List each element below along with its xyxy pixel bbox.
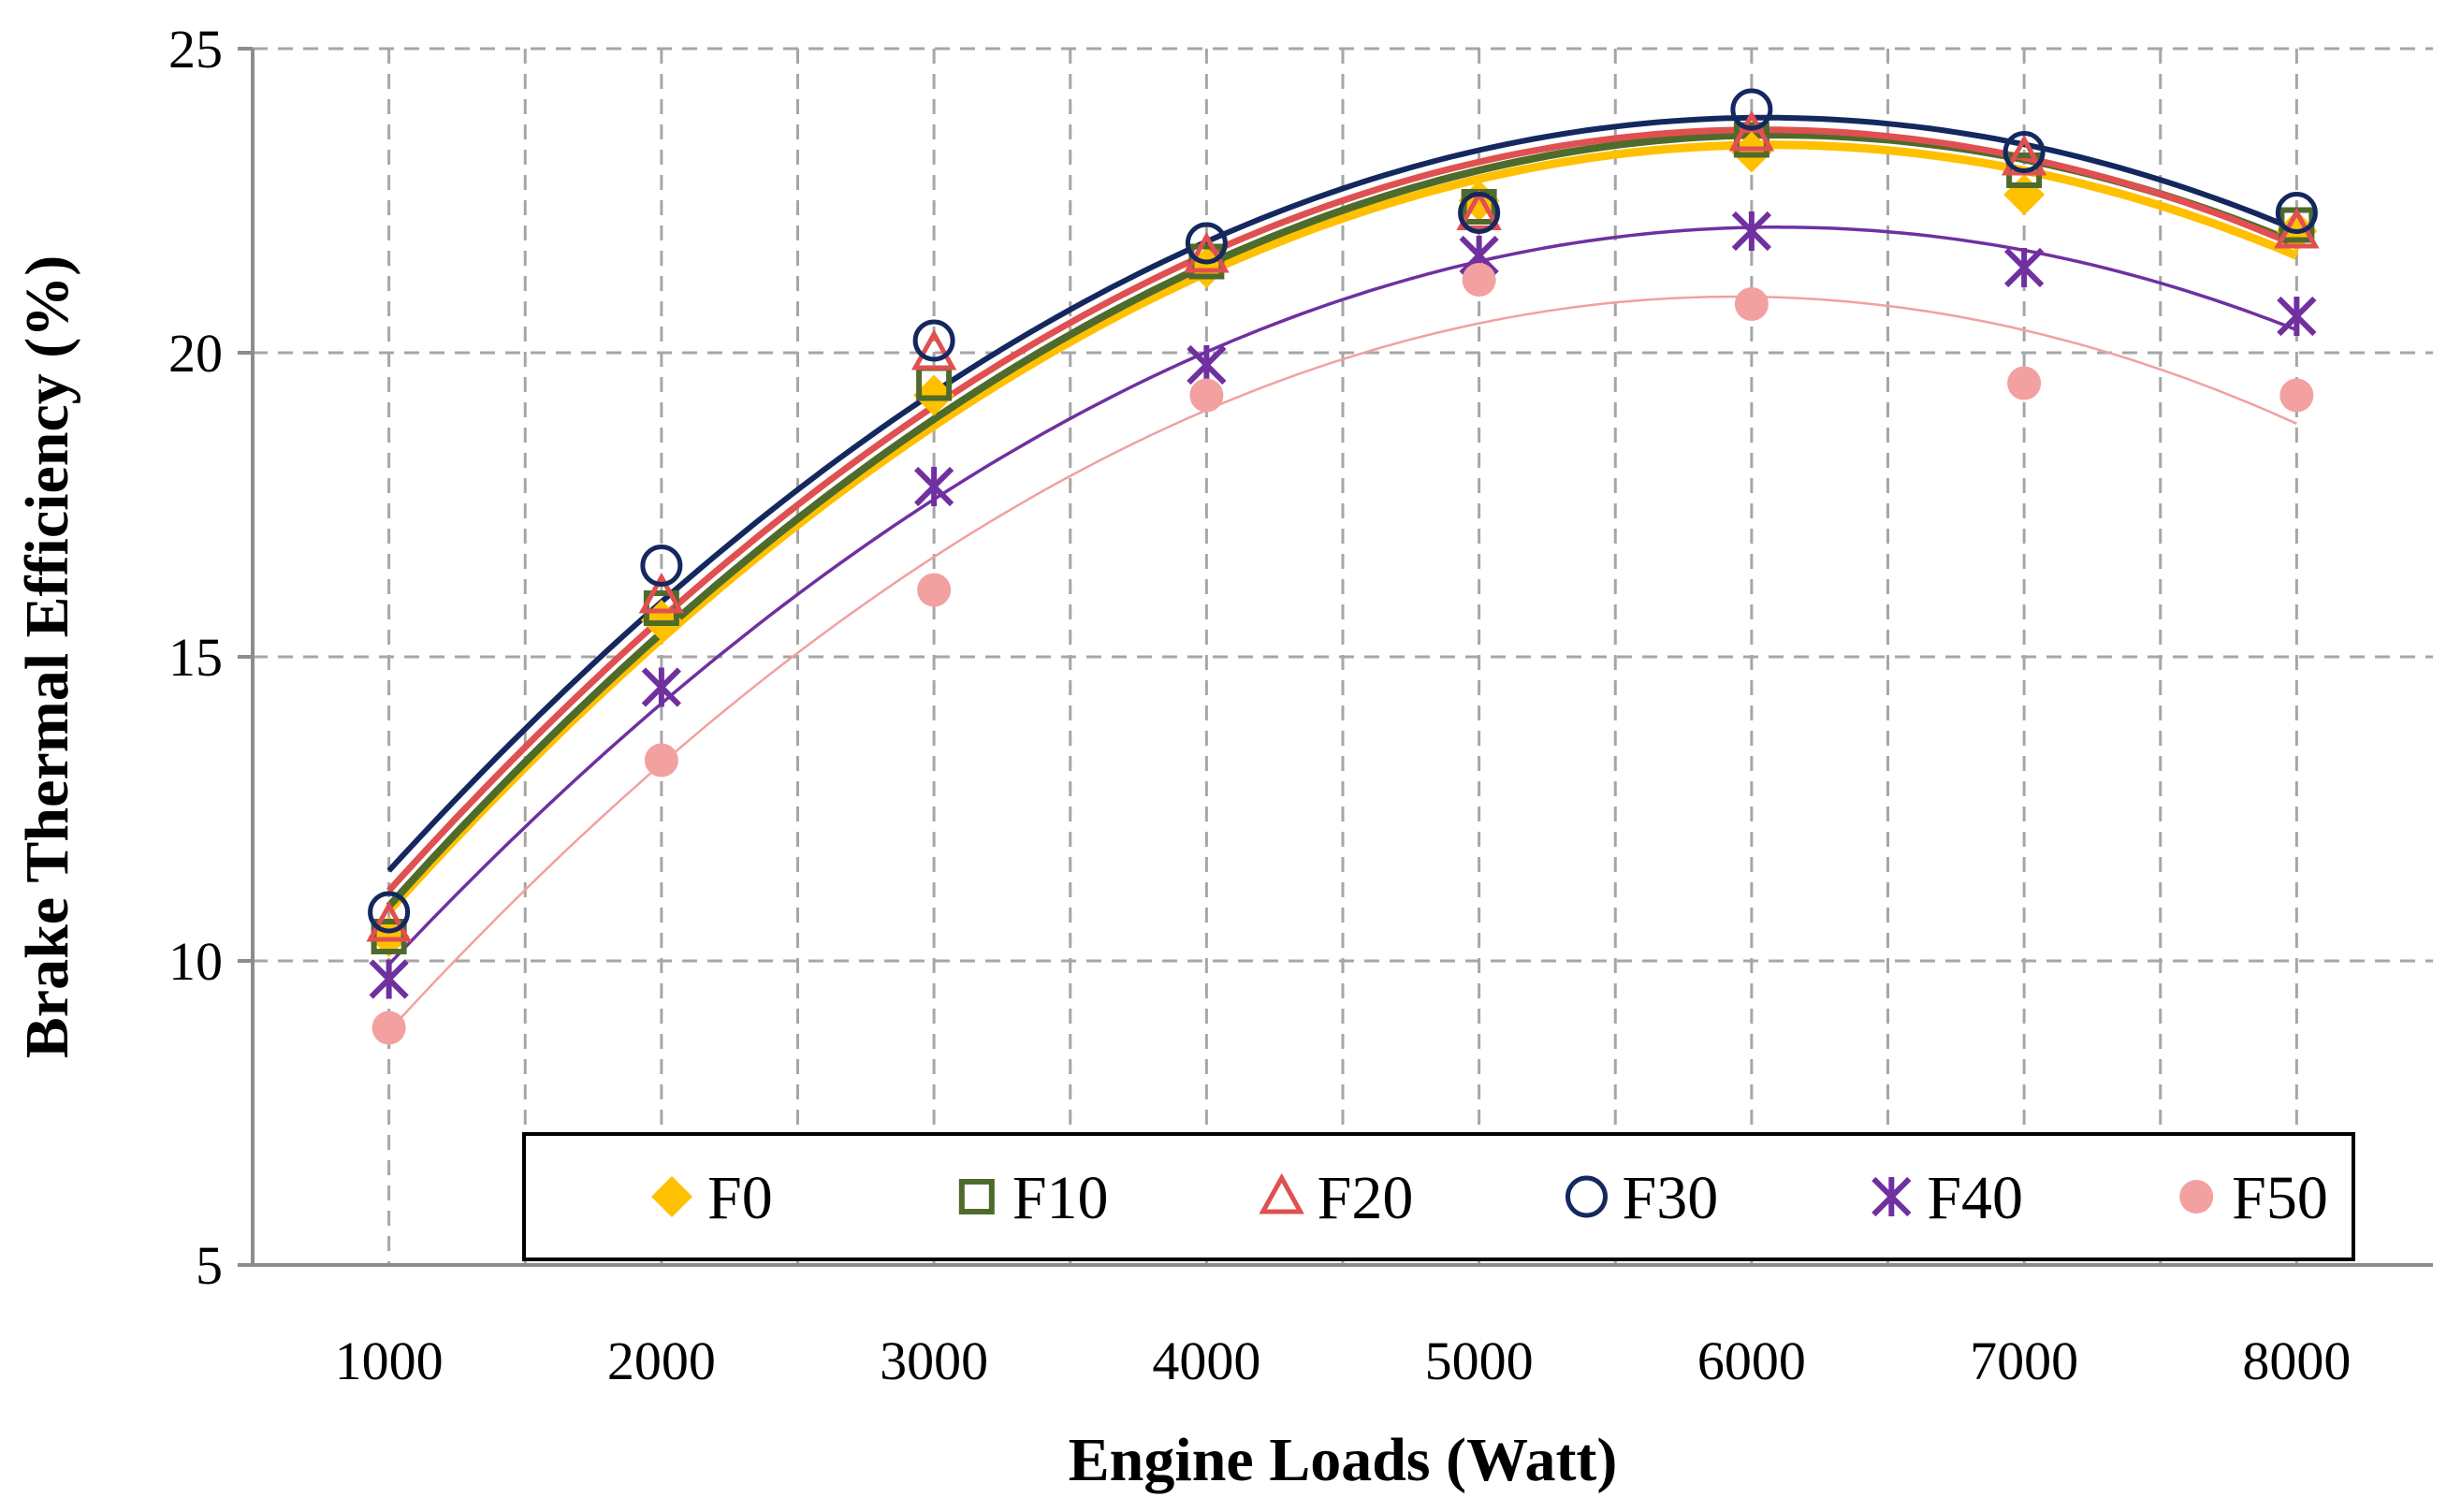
y-tick-label: 15 [168,627,223,688]
data-points [366,88,2320,1045]
data-point-f20 [638,572,685,614]
axes [238,47,2433,1267]
x-tick-label: 8000 [2242,1330,2351,1391]
data-point-f40 [914,466,954,507]
legend-marker-f0 [651,1176,692,1217]
legend-label-f20: F20 [1318,1164,1414,1232]
data-point-f50 [2279,378,2314,413]
data-point-f20 [366,900,412,942]
data-point-f30 [1730,88,1773,131]
x-tick-label: 2000 [607,1330,716,1391]
trendline-f50 [387,295,2297,1032]
x-tick-label: 3000 [880,1330,988,1391]
data-point-f50 [917,573,952,607]
data-point-f30 [368,891,411,934]
legend-label-f50: F50 [2232,1164,2328,1232]
y-axis-title: Brake Thermal Efficiency (%) [13,255,81,1058]
legend-marker-f30 [1565,1175,1608,1218]
legend-label-f40: F40 [1927,1164,2023,1232]
gridlines [253,47,2433,1265]
data-point-f40 [2004,247,2045,288]
data-point-f40 [641,667,681,707]
data-point-f50 [644,743,678,778]
data-point-f50 [2007,366,2042,400]
legend-marker-f10 [958,1179,995,1214]
data-point-f40 [369,959,409,999]
legend-label-f30: F30 [1623,1164,1719,1232]
data-point-f50 [371,1010,406,1045]
x-tick-label: 6000 [1697,1330,1806,1391]
x-tick-label: 5000 [1425,1330,1534,1391]
data-point-f20 [1728,109,1775,152]
data-point-f50 [1462,263,1496,297]
data-point-f30 [2002,131,2046,173]
x-tick-label: 1000 [335,1330,444,1391]
data-point-f30 [2275,192,2318,234]
legend-marker-f50 [2179,1180,2214,1214]
legend-box [522,1132,2355,1261]
trendline-f30 [386,114,2298,873]
y-tick-label: 5 [196,1235,223,1296]
data-point-f30 [1185,222,1228,265]
data-point-f40 [1187,344,1227,385]
y-tick-label: 10 [168,931,223,992]
legend-marker-f20 [1259,1172,1304,1214]
y-tick-label: 25 [168,19,223,80]
trendline-f20 [386,126,2298,894]
legend-label-f10: F10 [1012,1164,1109,1232]
legend: F0 F10 F20 F30 F40 F50 [522,1132,2355,1261]
x-tick-label: 4000 [1152,1330,1260,1391]
legend-marker-f40 [1871,1176,1912,1217]
data-point-f30 [640,545,683,587]
trendline-f0 [386,140,2299,914]
legend-label-f0: F0 [707,1164,773,1232]
y-tick-label: 20 [168,323,223,384]
x-tick-label: 7000 [1970,1330,2078,1391]
trendlines [386,114,2299,1032]
data-point-f20 [910,328,957,371]
data-point-f50 [1189,378,1224,413]
data-point-f30 [912,319,955,362]
data-point-f50 [1734,287,1769,321]
tick-labels: 5 10 15 20 25 1000 2000 3000 4000 5000 6000 7000 800… [168,19,2351,1391]
data-point-f30 [1458,192,1501,234]
x-axis-title: Engine Loads (Watt) [1069,1426,1618,1494]
data-point-f20 [1456,189,1502,230]
data-point-f40 [2277,296,2317,337]
data-point-f40 [1731,211,1771,252]
trendline-f40 [387,225,2298,967]
data-point-f20 [1184,231,1230,273]
